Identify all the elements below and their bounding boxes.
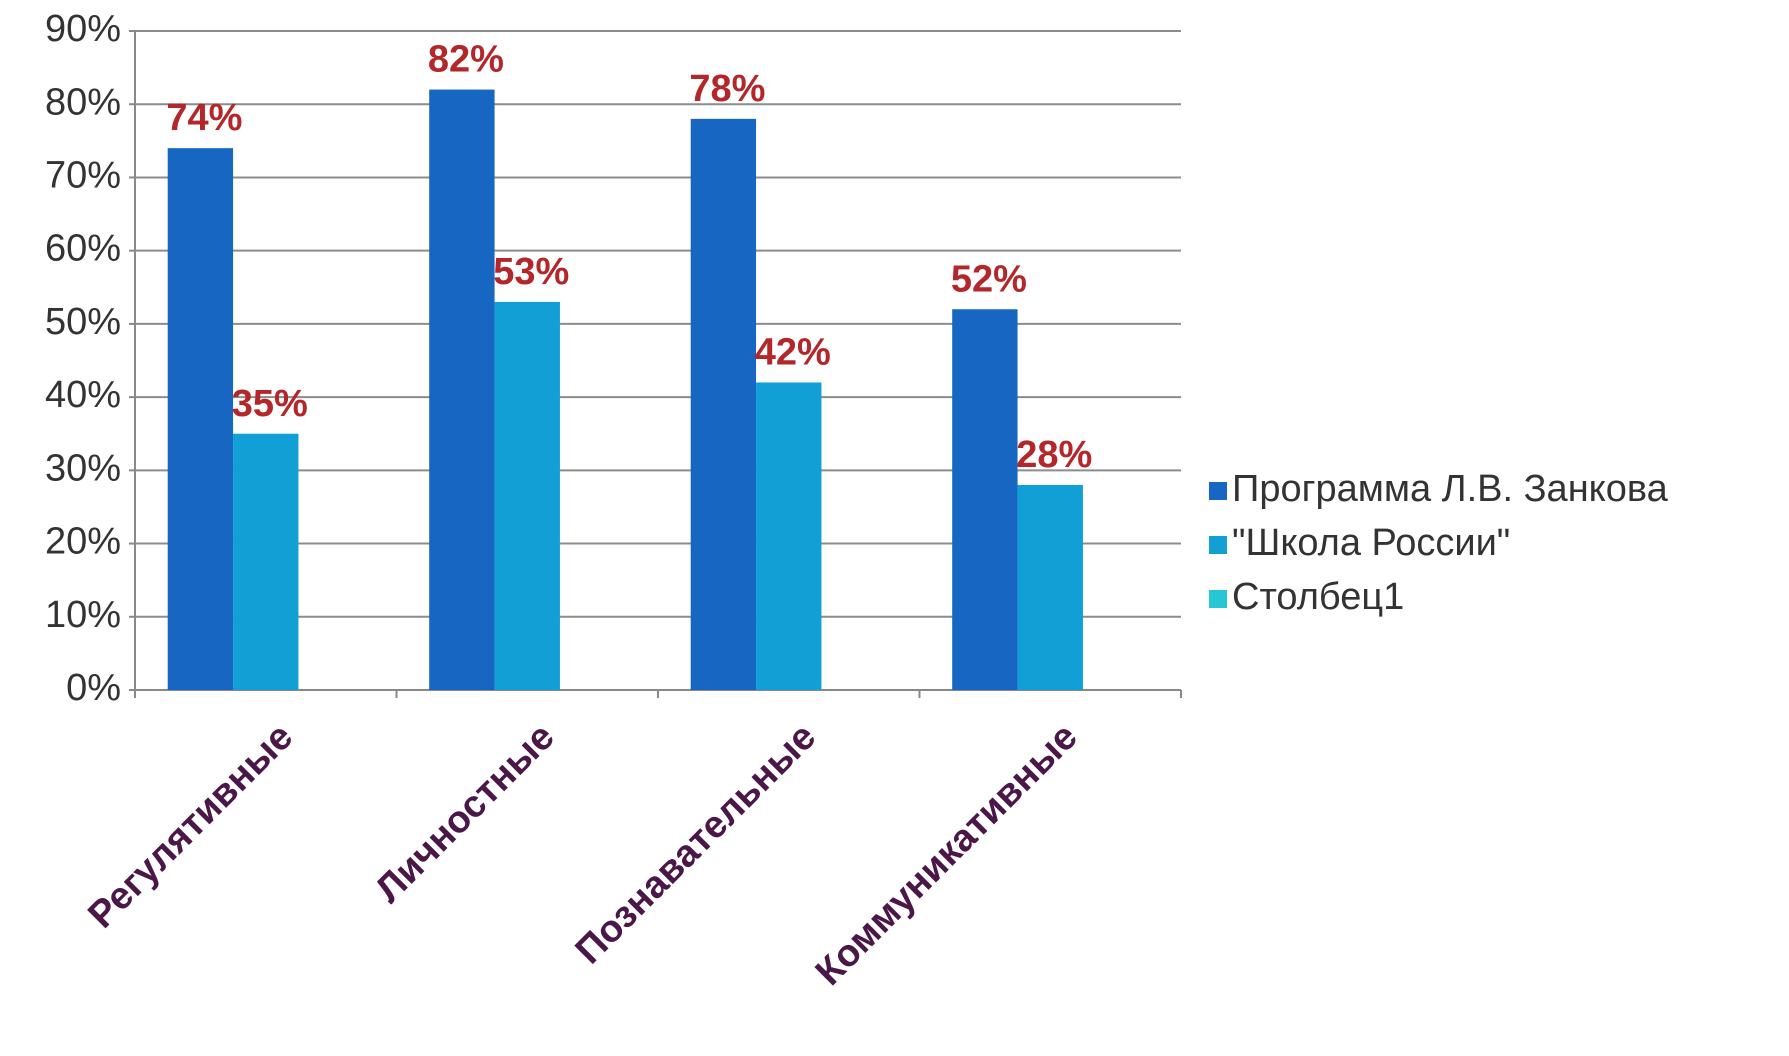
y-tick-label: 20%	[45, 521, 121, 563]
y-tick-label: 40%	[45, 374, 121, 416]
bar	[1017, 484, 1083, 690]
y-tick-label: 60%	[45, 228, 121, 270]
data-label: 28%	[1016, 434, 1092, 476]
bar	[233, 433, 299, 690]
data-label: 35%	[232, 383, 308, 425]
data-label: 53%	[493, 251, 569, 293]
bar	[756, 382, 822, 690]
bar	[952, 309, 1018, 690]
y-tick-label: 10%	[45, 594, 121, 636]
x-tick-label: Регулятивные	[80, 716, 301, 937]
bar	[690, 118, 757, 690]
data-label: 78%	[689, 68, 765, 110]
data-label: 82%	[428, 39, 504, 81]
bar	[494, 301, 560, 690]
legend-swatch	[1209, 590, 1227, 608]
legend-label: Программа Л.В. Занкова	[1232, 468, 1669, 510]
x-tick-label: Коммуникативные	[808, 716, 1086, 994]
legend-label: "Школа России"	[1232, 522, 1510, 564]
x-tick-label: Познавательные	[568, 716, 825, 973]
y-tick-label: 80%	[45, 81, 121, 123]
y-tick-label: 90%	[45, 8, 121, 50]
y-tick-label: 30%	[45, 447, 121, 489]
bar	[167, 148, 234, 691]
legend-label: Столбец1	[1232, 576, 1404, 618]
bar	[429, 89, 495, 691]
data-label: 74%	[166, 97, 242, 139]
legend-swatch	[1209, 482, 1227, 500]
legend-swatch	[1209, 536, 1227, 554]
y-tick-label: 0%	[66, 667, 121, 709]
y-tick-label: 70%	[45, 154, 121, 196]
y-tick-label: 50%	[45, 301, 121, 343]
x-tick-label: Личностные	[368, 716, 563, 911]
data-label: 42%	[755, 331, 831, 373]
data-label: 52%	[951, 258, 1027, 300]
